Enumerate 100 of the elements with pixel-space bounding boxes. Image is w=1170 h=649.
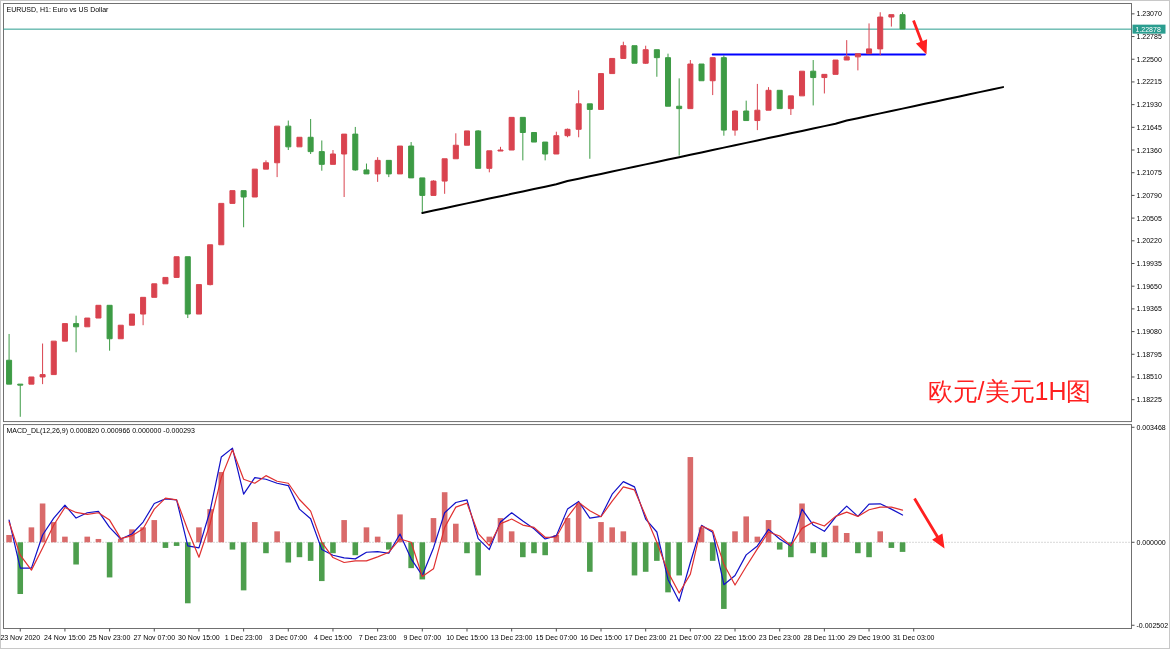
candlestick [50, 340, 57, 376]
bar [810, 542, 816, 554]
candlestick [877, 11, 884, 56]
candlestick [6, 333, 13, 385]
candlestick [720, 54, 727, 137]
candlestick [609, 57, 616, 75]
candlestick [821, 73, 828, 94]
candlestick [564, 128, 571, 138]
bar [363, 527, 370, 543]
candlestick [262, 159, 269, 170]
annotation: 欧元/美元1H图 [927, 376, 1092, 405]
candlestick [251, 168, 258, 198]
candlestick [575, 89, 582, 138]
candlestick [642, 45, 649, 65]
bar [173, 542, 180, 546]
bar [140, 527, 146, 543]
bar [598, 522, 604, 543]
candlestick [207, 244, 214, 286]
bar [229, 542, 236, 550]
bar [6, 534, 12, 543]
candlestick [39, 343, 46, 385]
candlestick [665, 53, 672, 107]
bar [453, 523, 459, 543]
bar [899, 542, 906, 552]
bar [520, 542, 526, 558]
candlestick [687, 59, 694, 110]
candlestick [486, 150, 493, 173]
candlestick [743, 100, 750, 122]
candlestick [832, 59, 839, 75]
bar [888, 542, 895, 548]
candlestick [508, 116, 515, 151]
candlestick [95, 304, 102, 319]
candlestick [799, 70, 806, 97]
candlestick [709, 57, 716, 96]
candlestick [463, 130, 470, 146]
candlestick [843, 39, 850, 61]
candlestick [776, 89, 783, 110]
bar [475, 542, 481, 576]
candlestick [787, 95, 794, 116]
candlestick [441, 158, 448, 195]
bar [855, 542, 861, 554]
bar [341, 520, 347, 543]
bar [162, 542, 169, 548]
candlestick [352, 126, 359, 172]
candlestick [519, 116, 526, 161]
bar [296, 542, 303, 558]
candlestick [653, 49, 660, 78]
candlestick [195, 284, 202, 315]
candlestick [307, 118, 314, 155]
bar [84, 536, 91, 543]
bar [542, 542, 548, 556]
bar [776, 542, 783, 550]
candlestick [497, 146, 504, 152]
candlestick [296, 136, 303, 148]
candlestick [341, 133, 348, 198]
bar [307, 542, 314, 561]
candlestick [676, 77, 683, 157]
bar [877, 531, 883, 543]
candlestick [363, 163, 370, 175]
candlestick [754, 83, 761, 131]
bar [620, 531, 627, 543]
bar [263, 542, 269, 554]
bar [676, 542, 682, 576]
candlestick [73, 315, 80, 353]
candlestick [318, 139, 325, 172]
bar [508, 531, 515, 543]
candlestick [419, 177, 426, 213]
candlestick [810, 59, 817, 106]
bar [252, 522, 258, 543]
bar [386, 542, 392, 550]
bar [352, 542, 359, 556]
candlestick [854, 53, 861, 71]
candlestick [620, 41, 627, 59]
bar [151, 520, 158, 543]
bar [285, 542, 292, 563]
candlestick [452, 132, 459, 160]
candlestick [106, 304, 113, 352]
candlestick [184, 256, 191, 319]
candlestick [28, 376, 35, 385]
candlestick [285, 120, 292, 151]
candlestick [229, 190, 236, 204]
candlestick [128, 313, 135, 326]
bar [274, 531, 280, 543]
candlestick [430, 179, 437, 196]
candlestick [732, 109, 739, 137]
bar [531, 542, 537, 554]
candlestick [899, 11, 906, 30]
candlestick [274, 125, 281, 178]
bar [62, 536, 68, 543]
candlestick [173, 256, 180, 278]
candlestick [866, 22, 873, 55]
candlestick [597, 73, 605, 110]
candlestick [117, 324, 124, 340]
candlestick [408, 141, 415, 179]
bar [743, 516, 749, 543]
candlestick [542, 141, 549, 161]
candlestick [151, 283, 158, 298]
candlestick [553, 131, 560, 155]
candlestick [218, 202, 225, 246]
candlestick [530, 132, 538, 143]
